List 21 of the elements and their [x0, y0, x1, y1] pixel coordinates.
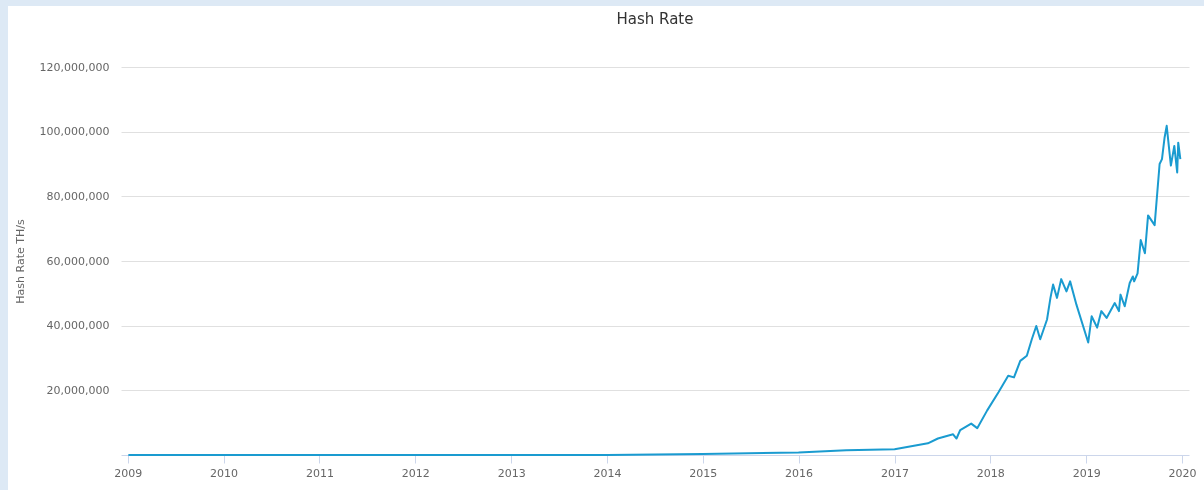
x-tick-label: 2018 [976, 466, 1005, 480]
chart-title: Hash Rate [616, 10, 694, 28]
x-tick-label: 2019 [1072, 466, 1101, 480]
x-tick-label: 2009 [114, 466, 143, 480]
x-tick-label: 2013 [497, 466, 526, 480]
y-tick-label: 60,000,000 [46, 254, 110, 268]
y-tick-label: 80,000,000 [46, 189, 110, 203]
x-tick-label: 2010 [210, 466, 239, 480]
x-tick-label: 2011 [305, 466, 334, 480]
y-tick-label: 120,000,000 [39, 60, 110, 74]
line-series [127, 124, 1182, 456]
x-tick-label: 2017 [881, 466, 910, 480]
y-tick-label: 20,000,000 [46, 383, 110, 397]
y-tick-label: 40,000,000 [46, 319, 110, 333]
y-axis-title: Hash Rate TH/s [13, 219, 27, 304]
x-tick-label: 2016 [785, 466, 814, 480]
x-tick-label: 2012 [401, 466, 430, 480]
x-tick-label: 2014 [593, 466, 622, 480]
x-tick-label: 2015 [689, 466, 718, 480]
x-tick-label: 2020 [1168, 466, 1197, 480]
y-tick-label: 100,000,000 [39, 125, 110, 139]
